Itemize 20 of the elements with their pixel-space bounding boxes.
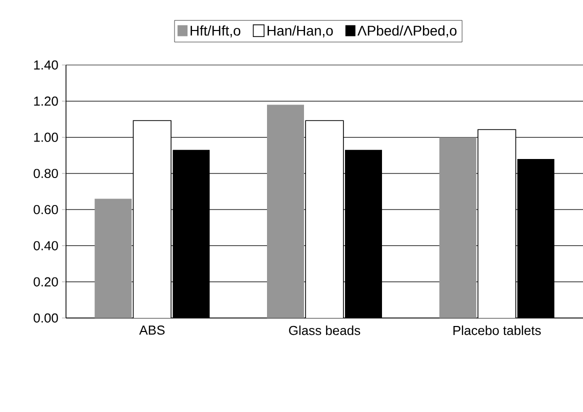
- y-tick-label: 1.00: [34, 132, 58, 142]
- y-tick-label: 0.20: [34, 277, 58, 286]
- y-tick-label: 0.60: [34, 204, 58, 214]
- x-tick-label: ABS: [139, 326, 165, 335]
- bar: [439, 137, 476, 318]
- x-tick-label: Placebo tablets: [453, 326, 541, 336]
- legend-label: Han/Han,o: [268, 25, 333, 38]
- y-tick-label: 0.00: [34, 313, 58, 323]
- y-tick-label: 0.40: [34, 241, 58, 250]
- bar: [132, 120, 172, 318]
- bar: [478, 129, 516, 318]
- x-tick-label: Glass beads: [289, 326, 360, 336]
- bar: [94, 198, 132, 318]
- legend-label: ΛPbed/ΛPbed,o: [357, 25, 456, 38]
- y-tick-label: 1.20: [34, 96, 58, 106]
- legend-label: Hft/Hft,o: [190, 25, 240, 38]
- bar: [267, 104, 304, 318]
- bar: [305, 120, 344, 318]
- y-tick-label: 0.80: [34, 168, 58, 178]
- y-tick-label: 1.40: [34, 60, 58, 70]
